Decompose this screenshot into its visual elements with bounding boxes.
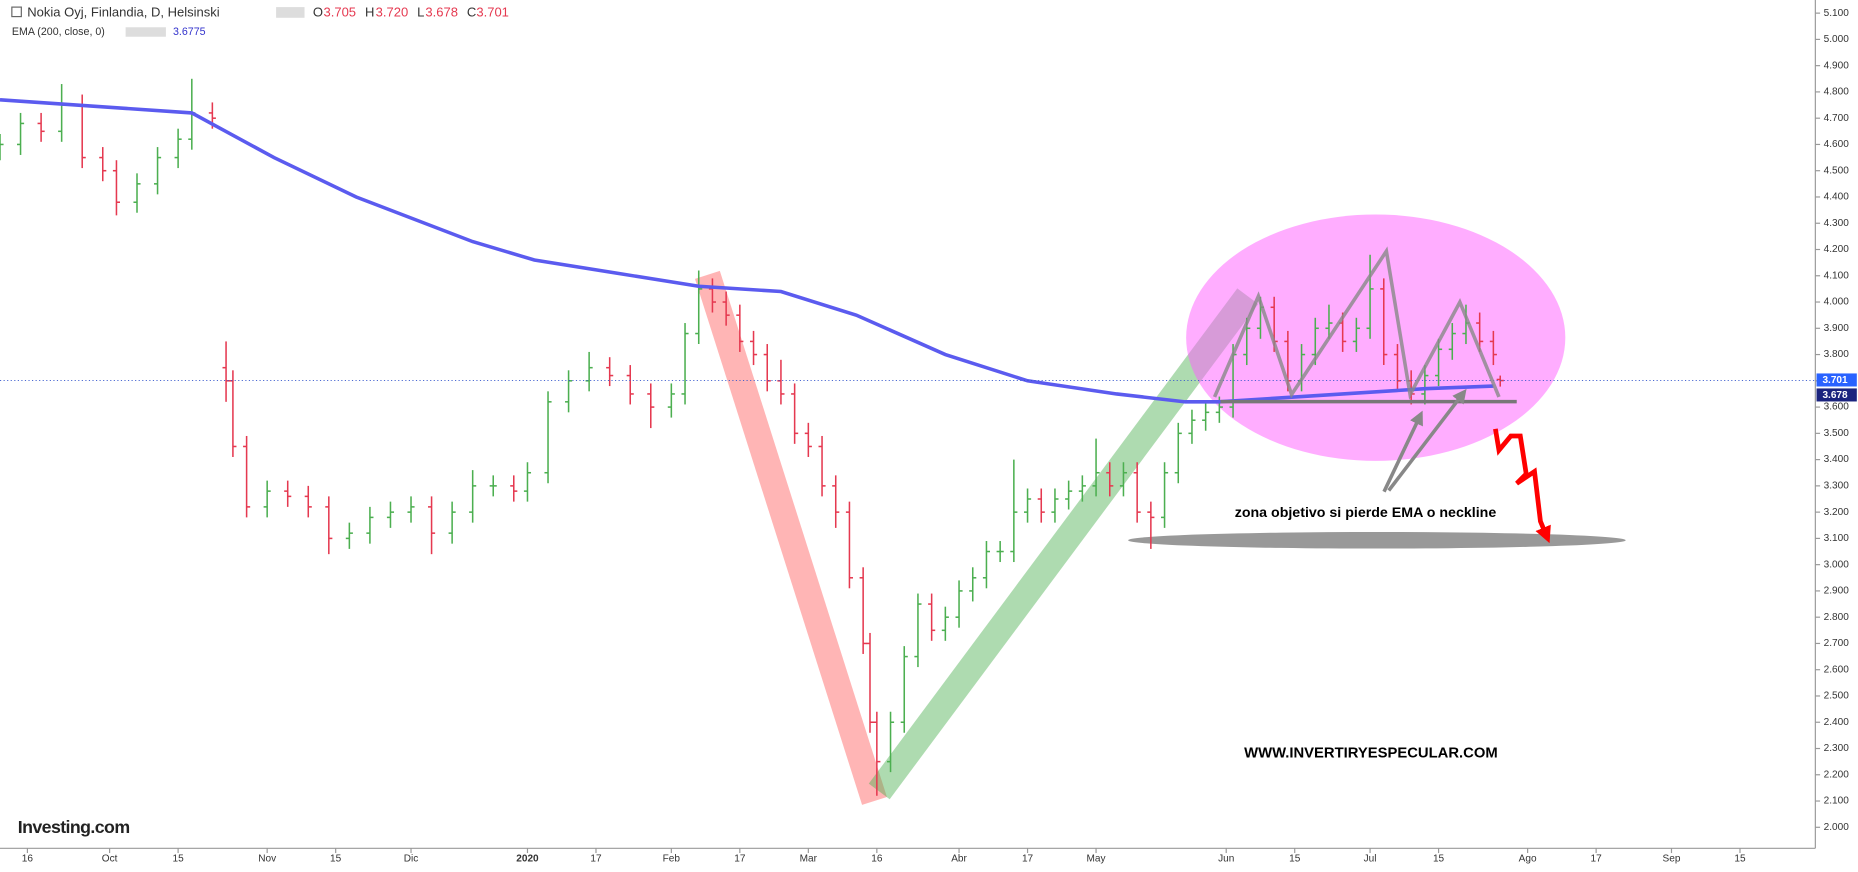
x-tick-label: 16 — [22, 854, 34, 865]
x-tick-label: 2020 — [516, 854, 539, 865]
y-tick-label: 3.400 — [1824, 454, 1850, 465]
y-tick-label: 4.200 — [1824, 244, 1850, 255]
y-tick-label: 5.100 — [1824, 8, 1850, 19]
pattern-zone — [1186, 214, 1566, 461]
y-tick-label: 2.700 — [1824, 638, 1850, 649]
open: 3.705 — [323, 4, 356, 19]
y-tick-label: 4.700 — [1824, 113, 1850, 124]
x-tick-label: Abr — [951, 854, 967, 865]
y-tick-label: 2.600 — [1824, 664, 1850, 675]
y-tick-label: 4.500 — [1824, 165, 1850, 176]
x-tick-label: Jun — [1218, 854, 1234, 865]
logo: Investing.com — [18, 817, 130, 837]
target-zone — [1128, 531, 1626, 549]
x-tick-label: 17 — [1591, 854, 1603, 865]
icons[interactable] — [276, 7, 305, 18]
y-tick-label: 2.500 — [1824, 691, 1850, 702]
ema-value: 3.6775 — [173, 26, 206, 38]
x-tick-label: Oct — [102, 854, 118, 865]
x-tick-label: 17 — [590, 854, 602, 865]
y-tick-label: 4.800 — [1824, 87, 1850, 98]
x-tick-label: 17 — [1022, 854, 1034, 865]
y-tick-label: 4.400 — [1824, 192, 1850, 203]
x-tick-label: Nov — [258, 854, 276, 865]
x-tick-label: Dic — [404, 854, 419, 865]
h-label: H — [365, 4, 374, 19]
ema-tag — [1816, 388, 1857, 402]
x-tick-label: 15 — [173, 854, 185, 865]
y-tick-label: 4.900 — [1824, 60, 1850, 71]
y-tick-label: 3.200 — [1824, 507, 1850, 518]
up-trend-band — [868, 288, 1259, 800]
drop-arrow — [1493, 428, 1551, 544]
y-tick-label: 3.600 — [1824, 402, 1850, 413]
collapse-icon[interactable] — [11, 6, 22, 18]
x-tick-label: 17 — [734, 854, 746, 865]
x-tick-label: 15 — [1289, 854, 1301, 865]
y-tick-label: 3.500 — [1824, 428, 1850, 439]
y-tick-label: 2.100 — [1824, 796, 1850, 807]
ema-label: EMA (200, close, 0) — [12, 26, 105, 38]
c-label: C — [467, 4, 476, 19]
y-tick-label: 4.600 — [1824, 139, 1850, 150]
x-tick-label: 15 — [1433, 854, 1445, 865]
x-tick-label: 16 — [871, 854, 883, 865]
header: Nokia Oyj, Finlandia, D, Helsinski O 3.7… — [11, 4, 509, 837]
y-tick-label: 2.400 — [1824, 717, 1850, 728]
y-tick-label: 5.000 — [1824, 34, 1850, 45]
annotation: zona objetivo si pierde EMA o neckline — [1235, 505, 1497, 521]
low: 3.678 — [425, 4, 458, 19]
y-tick-label: 2.300 — [1824, 743, 1850, 754]
price-tag — [1816, 373, 1857, 387]
x-tick-label: Ago — [1519, 854, 1537, 865]
symbol: Nokia Oyj, Finlandia, D, Helsinski — [27, 4, 220, 19]
o-label: O — [313, 4, 323, 19]
x-tick-label: Jul — [1364, 854, 1377, 865]
close: 3.701 — [476, 4, 509, 19]
down-trend-band — [694, 270, 887, 805]
x-tick-label: May — [1087, 854, 1107, 865]
y-tick-label: 2.200 — [1824, 769, 1850, 780]
y-tick-label: 3.900 — [1824, 323, 1850, 334]
price-tag-label: 3.701 — [1822, 375, 1848, 386]
arrow — [1382, 410, 1423, 493]
high: 3.720 — [376, 4, 409, 19]
y-tick-label: 4.300 — [1824, 218, 1850, 229]
y-tick-label: 3.000 — [1824, 559, 1850, 570]
y-tick-label: 2.900 — [1824, 586, 1850, 597]
x-tick-label: Sep — [1663, 854, 1681, 865]
y-tick-label: 3.100 — [1824, 533, 1850, 544]
y-tick-label: 4.100 — [1824, 270, 1850, 281]
pattern-lines — [1212, 246, 1501, 400]
x-tick-label: Mar — [800, 854, 818, 865]
x-tick-label: Feb — [663, 854, 681, 865]
watermark: WWW.INVERTIRYESPECULAR.COM — [1244, 745, 1497, 761]
arrow — [1387, 388, 1467, 492]
ema-tag-label: 3.678 — [1822, 390, 1848, 401]
y-tick-label: 2.800 — [1824, 612, 1850, 623]
y-tick-label: 3.800 — [1824, 349, 1850, 360]
l-label: L — [417, 4, 424, 19]
icons[interactable] — [125, 27, 166, 37]
y-tick-label: 4.000 — [1824, 297, 1850, 308]
y-tick-label: 3.300 — [1824, 481, 1850, 492]
y-tick-label: 2.000 — [1824, 822, 1850, 833]
x-tick-label: 15 — [330, 854, 342, 865]
drawings-front: zona objetivo si pierde EMA o neckline W… — [1212, 246, 1551, 761]
x-tick-label: 15 — [1734, 854, 1746, 865]
